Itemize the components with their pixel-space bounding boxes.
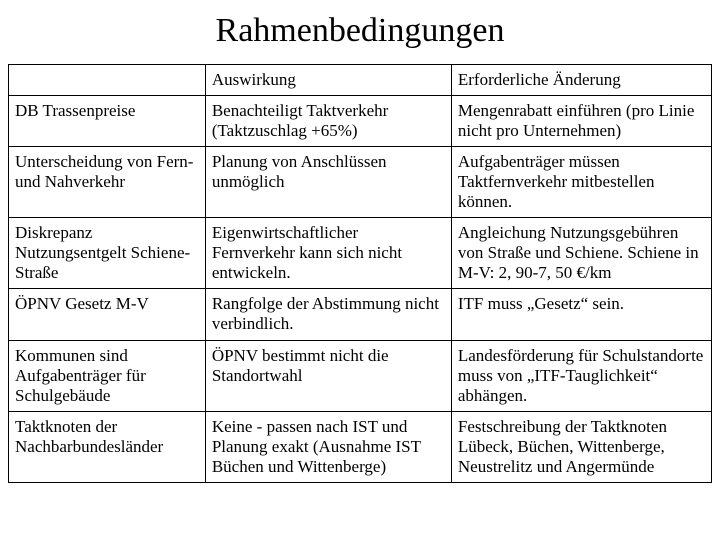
row-label: Unterscheidung von Fern- und Nahverkehr: [9, 147, 206, 218]
row-auswirkung: Eigenwirtschaftlicher Fernverkehr kann s…: [205, 218, 451, 289]
col-header-auswirkung: Auswirkung: [205, 65, 451, 96]
table-row: Taktknoten der Nachbarbundesländer Keine…: [9, 411, 712, 482]
slide: Rahmenbedingungen Auswirkung Erforderlic…: [0, 0, 720, 540]
row-auswirkung: Keine - passen nach IST und Planung exak…: [205, 411, 451, 482]
row-auswirkung: Planung von Anschlüssen unmöglich: [205, 147, 451, 218]
table-row: ÖPNV Gesetz M-V Rangfolge der Abstimmung…: [9, 289, 712, 340]
row-label: ÖPNV Gesetz M-V: [9, 289, 206, 340]
table-row: Unterscheidung von Fern- und Nahverkehr …: [9, 147, 712, 218]
slide-title: Rahmenbedingungen: [8, 12, 712, 50]
col-header-blank: [9, 65, 206, 96]
table-header-row: Auswirkung Erforderliche Änderung: [9, 65, 712, 96]
conditions-table: Auswirkung Erforderliche Änderung DB Tra…: [8, 64, 712, 483]
row-aenderung: Aufgabenträger müssen Taktfernverkehr mi…: [451, 147, 711, 218]
row-auswirkung: Rangfolge der Abstimmung nicht verbindli…: [205, 289, 451, 340]
row-label: Taktknoten der Nachbarbundesländer: [9, 411, 206, 482]
row-aenderung: Angleichung Nutzungsgebühren von Straße …: [451, 218, 711, 289]
table-row: Kommunen sind Aufgabenträger für Schulge…: [9, 340, 712, 411]
row-label: Kommunen sind Aufgabenträger für Schulge…: [9, 340, 206, 411]
table-row: Diskrepanz Nutzungsentgelt Schiene-Straß…: [9, 218, 712, 289]
col-header-aenderung: Erforderliche Änderung: [451, 65, 711, 96]
row-aenderung: ITF muss „Gesetz“ sein.: [451, 289, 711, 340]
row-auswirkung: Benachteiligt Taktverkehr (Taktzuschlag …: [205, 96, 451, 147]
row-aenderung: Mengenrabatt einführen (pro Linie nicht …: [451, 96, 711, 147]
row-auswirkung: ÖPNV bestimmt nicht die Standortwahl: [205, 340, 451, 411]
row-label: Diskrepanz Nutzungsentgelt Schiene-Straß…: [9, 218, 206, 289]
table-row: DB Trassenpreise Benachteiligt Taktverke…: [9, 96, 712, 147]
row-aenderung: Festschreibung der Taktknoten Lübeck, Bü…: [451, 411, 711, 482]
row-label: DB Trassenpreise: [9, 96, 206, 147]
row-aenderung: Landesförderung für Schulstandorte muss …: [451, 340, 711, 411]
